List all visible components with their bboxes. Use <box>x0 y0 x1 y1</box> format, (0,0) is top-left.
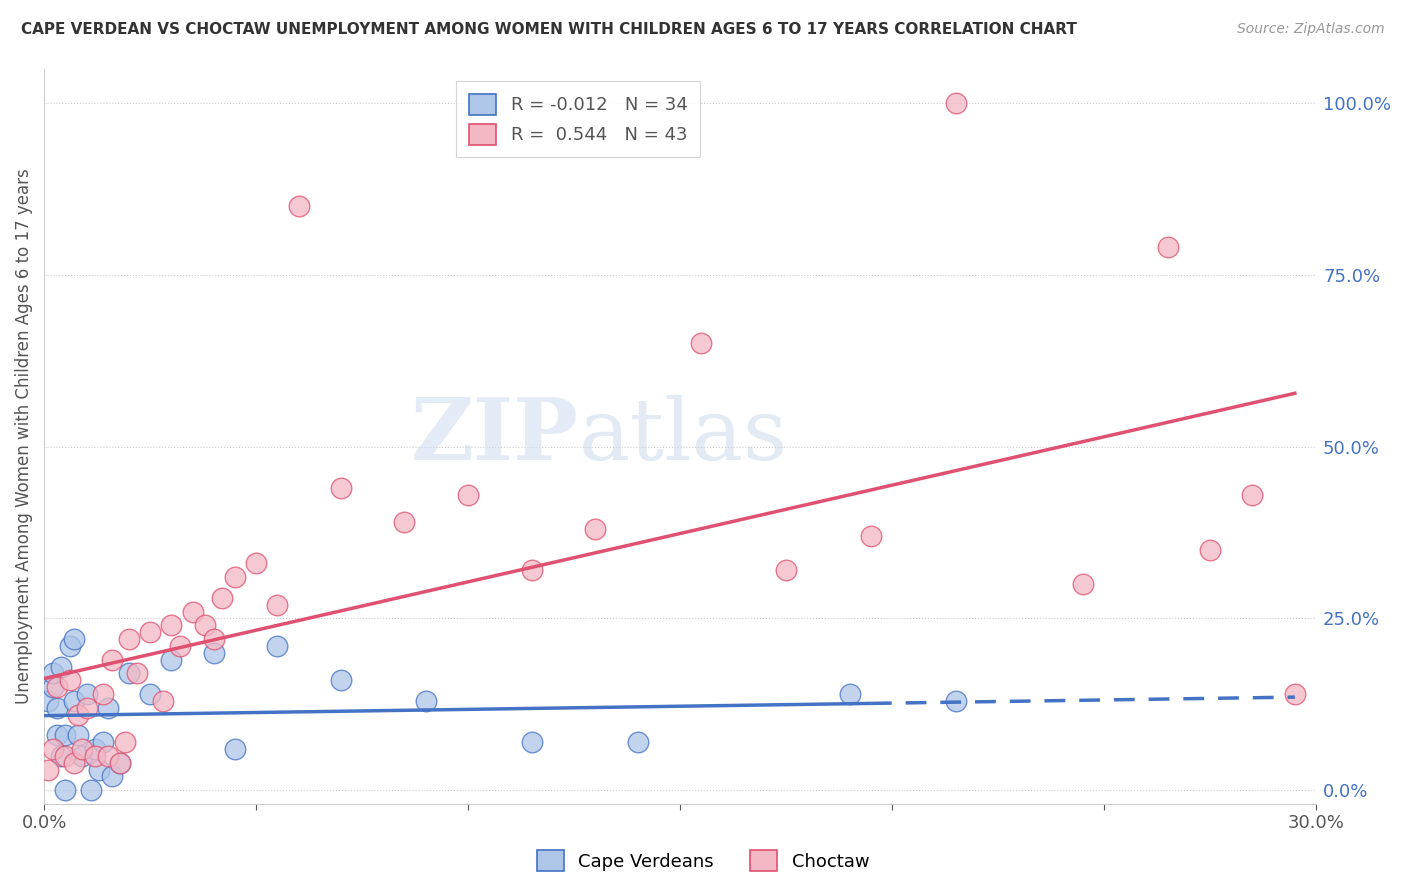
Point <box>520 735 543 749</box>
Point <box>53 728 76 742</box>
Point <box>114 735 136 749</box>
Point <box>110 756 132 770</box>
Point <box>1241 488 1264 502</box>
Point <box>84 748 107 763</box>
Point <box>76 700 98 714</box>
Point <box>945 95 967 110</box>
Point <box>127 666 149 681</box>
Text: atlas: atlas <box>578 394 787 478</box>
Point <box>41 680 63 694</box>
Point <box>224 742 246 756</box>
Text: Source: ZipAtlas.com: Source: ZipAtlas.com <box>1237 22 1385 37</box>
Point <box>45 680 67 694</box>
Point <box>1284 687 1306 701</box>
Point <box>97 748 120 763</box>
Point <box>49 659 72 673</box>
Point <box>329 673 352 688</box>
Point <box>838 687 860 701</box>
Point <box>627 735 650 749</box>
Point <box>62 632 84 646</box>
Point <box>415 694 437 708</box>
Point <box>194 618 217 632</box>
Point <box>1199 542 1222 557</box>
Point <box>266 598 288 612</box>
Point <box>945 694 967 708</box>
Point <box>202 646 225 660</box>
Point <box>93 735 115 749</box>
Point <box>690 336 713 351</box>
Legend: R = -0.012   N = 34, R =  0.544   N = 43: R = -0.012 N = 34, R = 0.544 N = 43 <box>457 81 700 157</box>
Text: CAPE VERDEAN VS CHOCTAW UNEMPLOYMENT AMONG WOMEN WITH CHILDREN AGES 6 TO 17 YEAR: CAPE VERDEAN VS CHOCTAW UNEMPLOYMENT AMO… <box>21 22 1077 37</box>
Point <box>89 763 111 777</box>
Text: ZIP: ZIP <box>411 394 578 478</box>
Point <box>118 632 141 646</box>
Point <box>97 700 120 714</box>
Point <box>62 694 84 708</box>
Point <box>58 639 80 653</box>
Point <box>287 199 309 213</box>
Point <box>583 522 606 536</box>
Point <box>160 653 183 667</box>
Point <box>859 529 882 543</box>
Point <box>152 694 174 708</box>
Point <box>37 694 59 708</box>
Point <box>394 515 416 529</box>
Point <box>181 605 204 619</box>
Point <box>45 700 67 714</box>
Point <box>1071 577 1094 591</box>
Point <box>1156 240 1178 254</box>
Point <box>41 742 63 756</box>
Point <box>53 748 76 763</box>
Point <box>53 783 76 797</box>
Point <box>72 748 94 763</box>
Point <box>202 632 225 646</box>
Point <box>62 756 84 770</box>
Legend: Cape Verdeans, Choctaw: Cape Verdeans, Choctaw <box>530 843 876 879</box>
Point <box>76 687 98 701</box>
Point <box>139 625 162 640</box>
Point <box>520 563 543 577</box>
Point <box>101 653 124 667</box>
Point <box>72 742 94 756</box>
Point <box>45 728 67 742</box>
Point <box>224 570 246 584</box>
Point <box>110 756 132 770</box>
Point <box>139 687 162 701</box>
Point <box>211 591 233 605</box>
Point <box>266 639 288 653</box>
Point <box>66 728 89 742</box>
Point <box>101 770 124 784</box>
Point <box>160 618 183 632</box>
Point <box>457 488 479 502</box>
Point <box>49 748 72 763</box>
Point <box>80 783 103 797</box>
Point <box>66 707 89 722</box>
Point <box>118 666 141 681</box>
Y-axis label: Unemployment Among Women with Children Ages 6 to 17 years: Unemployment Among Women with Children A… <box>15 169 32 704</box>
Point <box>169 639 191 653</box>
Point <box>245 557 267 571</box>
Point <box>775 563 797 577</box>
Point <box>93 687 115 701</box>
Point <box>329 481 352 495</box>
Point <box>41 666 63 681</box>
Point <box>58 673 80 688</box>
Point <box>84 742 107 756</box>
Point <box>37 763 59 777</box>
